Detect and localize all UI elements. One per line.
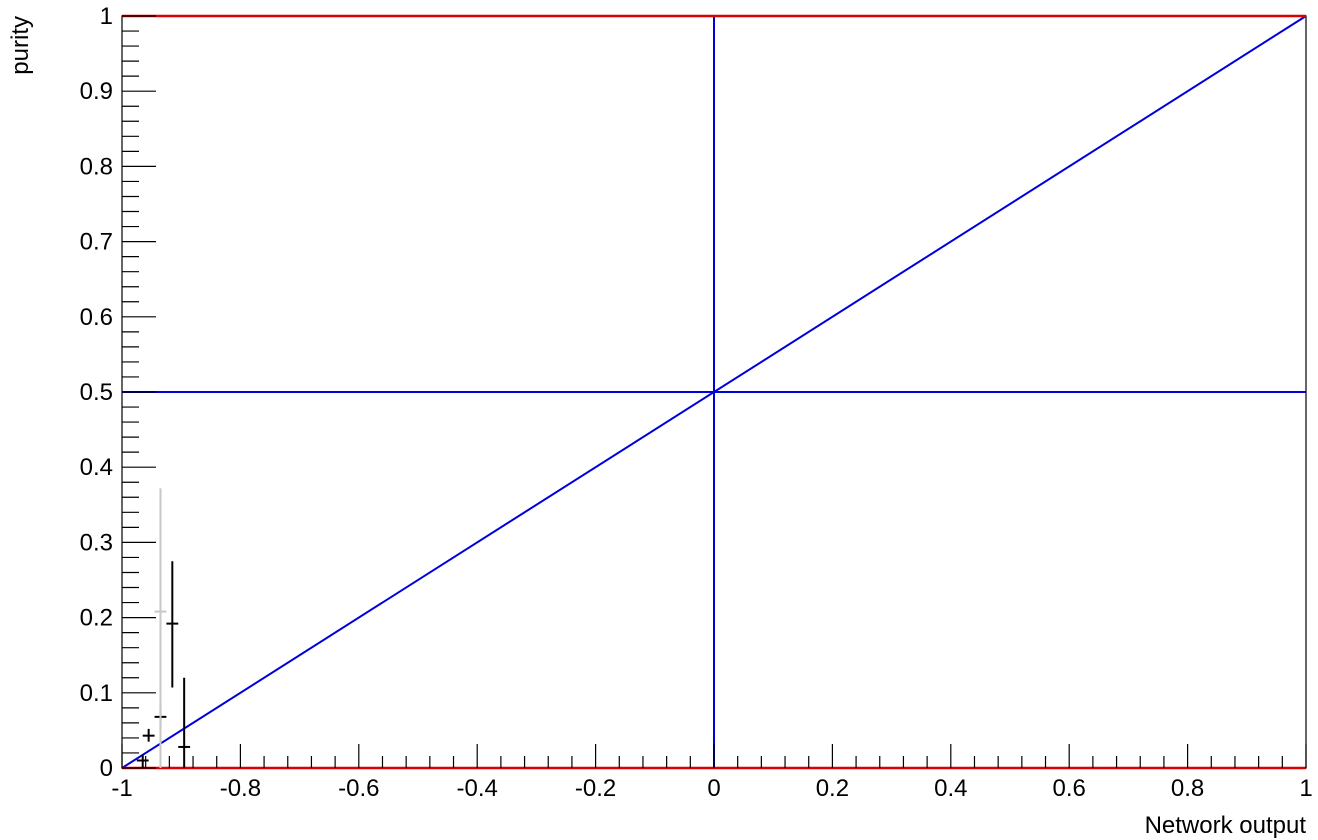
- y-tick-label: 0.9: [80, 78, 113, 105]
- data-point: [166, 561, 179, 688]
- x-tick-label: 0.2: [816, 775, 849, 802]
- data-points: [136, 488, 191, 768]
- x-tick-label: 0: [707, 775, 720, 802]
- y-tick-label: 0.4: [80, 454, 113, 481]
- x-tick-label: -1: [111, 775, 132, 802]
- data-point: [178, 677, 191, 768]
- x-tick-label: -0.4: [457, 775, 498, 802]
- x-axis: -1 -0.8 -0.6 -0.4 -0.2 0 0.2 0.4 0.6 0.8 1: [111, 744, 1313, 802]
- x-tick-label: -0.2: [575, 775, 616, 802]
- x-tick-label: -0.6: [338, 775, 379, 802]
- data-point: [142, 728, 155, 742]
- y-axis-label: purity: [7, 16, 34, 75]
- x-tick-label: 0.4: [934, 775, 967, 802]
- y-axis: 0 0.1 0.2 0.3 0.4 0.5 0.6 0.7 0.8 0.9 1: [80, 3, 156, 782]
- x-tick-label: 0.8: [1171, 775, 1204, 802]
- y-tick-label: 0.3: [80, 529, 113, 556]
- y-tick-label: 0.8: [80, 153, 113, 180]
- y-tick-label: 0.1: [80, 680, 113, 707]
- y-tick-label: 0: [100, 755, 113, 782]
- reference-lines: [121, 14, 1307, 770]
- y-tick-label: 0.5: [80, 379, 113, 406]
- x-tick-label: 0.6: [1053, 775, 1086, 802]
- y-tick-label: 0.6: [80, 304, 113, 331]
- x-axis-label: Network output: [1145, 812, 1307, 839]
- y-tick-label: 1: [100, 3, 113, 30]
- data-point: [154, 488, 167, 768]
- y-tick-label: 0.7: [80, 229, 113, 256]
- data-point: [136, 754, 149, 768]
- y-tick-label: 0.2: [80, 605, 113, 632]
- x-tick-label: -0.8: [220, 775, 261, 802]
- x-tick-label: 1: [1299, 775, 1312, 802]
